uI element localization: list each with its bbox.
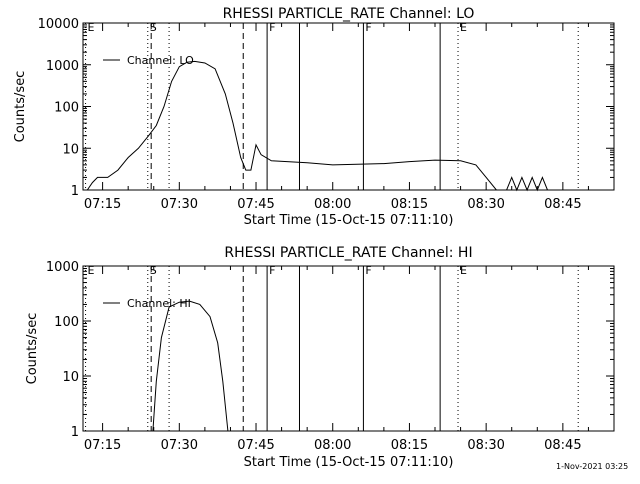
panel-2-ytick-label: 1000 [46, 260, 79, 275]
panel-2-xlabel: Start Time (15-Oct-15 07:11:10) [244, 455, 454, 470]
panel-2-ytick-label: 1 [71, 425, 79, 440]
panel-2-xtick-label: 07:15 [84, 438, 121, 453]
panel-1-ytick-label: 10 [62, 142, 79, 157]
panel-1-ytick-label: 1 [71, 184, 79, 199]
panel-1-legend-label: Channel: LO [127, 54, 194, 67]
panel-2-legend-label: Channel: HI [127, 297, 191, 310]
panel-2-xtick-label: 08:30 [467, 438, 504, 453]
panel-2-ytick-label: 10 [62, 370, 79, 385]
panel-2-event-marker-label: F [269, 264, 275, 277]
panel-1-ylabel: Counts/sec [13, 71, 28, 143]
panel-1-event-marker-label: F [269, 21, 275, 34]
panel-1-title: RHESSI PARTICLE_RATE Channel: LO [223, 6, 475, 22]
panel-2-ytick-label: 100 [54, 315, 79, 330]
panel-2-frame [82, 265, 615, 432]
panel-2-series-line [152, 300, 229, 432]
panel-2-xtick-label: 07:30 [161, 438, 198, 453]
panel-2-ylabel: Counts/sec [25, 313, 40, 385]
panel-1-series-line [83, 60, 548, 192]
panel-2-xtick-label: 08:45 [544, 438, 581, 453]
panel-1-xtick-label: 07:30 [161, 197, 198, 212]
panel-1-xtick-label: 08:30 [467, 197, 504, 212]
panel-2-event-marker-label: E [460, 264, 467, 277]
panel-1-ytick-label: 1000 [46, 59, 79, 74]
panel-1-event-marker-label: S [150, 21, 157, 34]
panel-1-event-marker-label: F [365, 21, 371, 34]
panel-2-xtick-label: 08:00 [314, 438, 351, 453]
panel-2-title: RHESSI PARTICLE_RATE Channel: HI [224, 245, 472, 261]
panel-1-xtick-label: 08:15 [391, 197, 428, 212]
panel-2-event-marker-label: S [150, 264, 157, 277]
panel-1-event-marker-label: E [88, 21, 95, 34]
footer-timestamp: 1-Nov-2021 03:25 [556, 462, 629, 471]
panel-2-event-marker-label: E [88, 264, 95, 277]
panel-2-xtick-label: 08:15 [391, 438, 428, 453]
panel-1-xtick-label: 08:45 [544, 197, 581, 212]
panel-1-xlabel: Start Time (15-Oct-15 07:11:10) [244, 213, 454, 228]
panel-1-ytick-label: 10000 [38, 17, 79, 32]
panel-1-ytick-label: 100 [54, 101, 79, 116]
panel-1-xtick-label: 08:00 [314, 197, 351, 212]
panel-2-event-marker-label: F [365, 264, 371, 277]
panel-1-xtick-label: 07:45 [237, 197, 274, 212]
panel-1-xtick-label: 07:15 [84, 197, 121, 212]
panel-2-xtick-label: 07:45 [237, 438, 274, 453]
panel-1-event-marker-label: E [460, 21, 467, 34]
